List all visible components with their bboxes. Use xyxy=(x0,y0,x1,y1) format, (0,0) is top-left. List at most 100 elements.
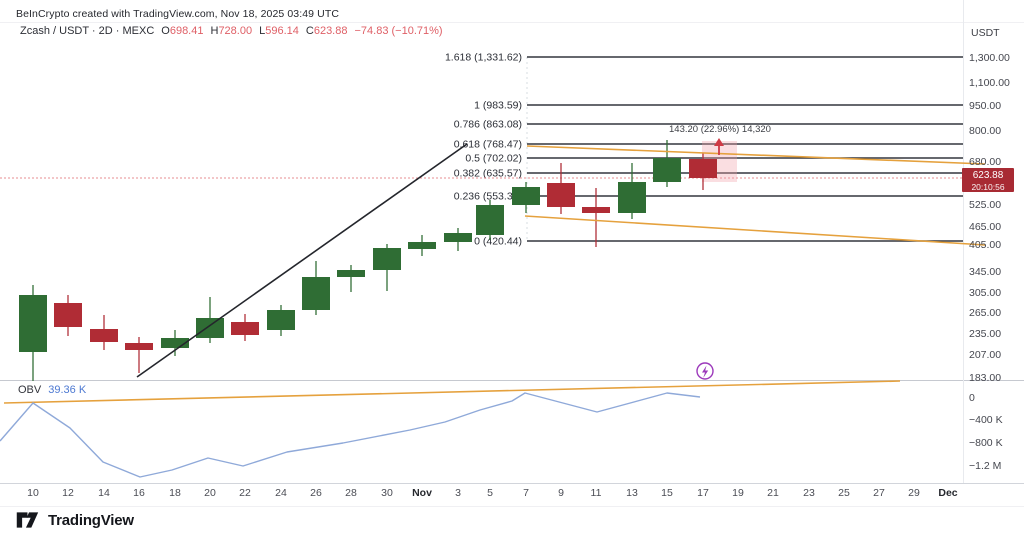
candle-body xyxy=(161,338,189,348)
time-axis-label: 18 xyxy=(169,487,181,499)
rising-support-black xyxy=(136,143,468,378)
time-axis-label: 12 xyxy=(62,487,74,499)
time-axis-label: 28 xyxy=(345,487,357,499)
symbol-title[interactable]: Zcash / USDT · 2D · MEXC xyxy=(20,25,155,37)
candle-body xyxy=(54,303,82,327)
time-axis-label: 15 xyxy=(661,487,673,499)
time-axis-label: 16 xyxy=(133,487,145,499)
candle-body xyxy=(476,205,504,235)
candle-body xyxy=(689,159,717,178)
candle-body xyxy=(267,310,295,330)
time-axis-label: 7 xyxy=(523,487,529,499)
fib-level-label: 0.5 (702.02) xyxy=(465,153,522,165)
fib-level-label: 1.618 (1,331.62) xyxy=(445,52,522,64)
price-axis-label: 525.00 xyxy=(969,199,1002,211)
footer-divider xyxy=(0,506,1024,507)
time-axis-label: 22 xyxy=(239,487,251,499)
candle-body xyxy=(337,270,365,277)
candle-body xyxy=(444,233,472,242)
candle-body xyxy=(90,329,118,342)
flash-icon-bolt xyxy=(702,365,709,378)
time-axis-label: 11 xyxy=(590,487,602,499)
time-axis-label: 20 xyxy=(204,487,216,499)
obv-indicator-row[interactable]: OBV 39.36 K xyxy=(18,384,86,396)
price-axis-label: 1,300.00 xyxy=(969,52,1010,64)
time-axis-label: 27 xyxy=(873,487,885,499)
attribution-text: BeInCrypto created with TradingView.com,… xyxy=(16,8,340,20)
candle-body xyxy=(653,158,681,182)
fib-level-label: 0 (420.44) xyxy=(474,236,522,248)
descending-resistance-orange xyxy=(526,145,986,165)
fib-level-label: 0.786 (863.08) xyxy=(454,119,522,131)
candle-body xyxy=(547,183,575,207)
price-axis-label: −1.2 M xyxy=(969,460,1002,472)
obv-indicator-name: OBV xyxy=(18,384,42,396)
price-axis-label: 265.00 xyxy=(969,307,1002,319)
price-axis-label: 405.00 xyxy=(969,239,1002,251)
price-axis-label: 305.00 xyxy=(969,287,1002,299)
price-axis-label: 235.00 xyxy=(969,328,1002,340)
time-axis-label: 14 xyxy=(98,487,110,499)
obv-indicator-value: 39.36 K xyxy=(48,384,87,396)
candle-body xyxy=(302,277,330,310)
obv-resistance-orange xyxy=(3,380,901,404)
price-axis-label: 1,100.00 xyxy=(969,77,1010,89)
price-axis-label: 950.00 xyxy=(969,100,1002,112)
time-axis-label: 5 xyxy=(487,487,493,499)
up-arrow-head xyxy=(714,138,724,146)
candle-body xyxy=(408,242,436,249)
candle-body xyxy=(618,182,646,213)
candle-body xyxy=(373,248,401,270)
time-axis-label: 3 xyxy=(455,487,461,499)
tradingview-logo[interactable]: TradingView xyxy=(16,510,134,530)
candle-body xyxy=(231,322,259,335)
price-axis-label: 183.00 xyxy=(969,372,1002,384)
tradingview-logo-icon xyxy=(16,512,39,528)
ohlc-high: H728.00 xyxy=(210,25,253,37)
time-axis-label: 30 xyxy=(381,487,393,499)
measure-annotation: 143.20 (22.96%) 14,320 xyxy=(669,124,771,135)
price-axis-label: −400 K xyxy=(969,414,1003,426)
price-axis-label: 0 xyxy=(969,392,975,404)
obv-line xyxy=(0,392,701,478)
time-axis-label: 29 xyxy=(908,487,920,499)
time-axis-label: 19 xyxy=(732,487,744,499)
price-axis-label: 465.00 xyxy=(969,221,1002,233)
tradingview-logo-text: TradingView xyxy=(48,511,134,529)
price-change: −74.83 (−10.71%) xyxy=(354,25,443,37)
fib-level-label: 0.382 (635.57) xyxy=(454,168,522,180)
symbol-ohlc-row: Zcash / USDT · 2D · MEXC O698.41 H728.00… xyxy=(20,25,443,37)
last-price-badge: 623.88 20:10:56 xyxy=(962,168,1014,192)
time-axis-label: 21 xyxy=(767,487,779,499)
time-axis-label: 25 xyxy=(838,487,850,499)
time-axis-label: 26 xyxy=(310,487,322,499)
ohlc-open: O698.41 xyxy=(161,25,204,37)
fib-level-label: 0.236 (553.36) xyxy=(454,191,522,203)
candle-body xyxy=(582,207,610,213)
time-axis-label: Nov xyxy=(412,487,432,499)
fib-level-label: 1 (983.59) xyxy=(474,100,522,112)
candle-body xyxy=(512,187,540,205)
price-axis-label: 680.00 xyxy=(969,156,1002,168)
price-axis-label: 800.00 xyxy=(969,125,1002,137)
time-axis-label: Dec xyxy=(938,487,958,499)
price-axis-unit: USDT xyxy=(971,27,1000,39)
price-axis-label: −800 K xyxy=(969,437,1003,449)
time-axis-label: 24 xyxy=(275,487,287,499)
fib-level-label: 0.618 (768.47) xyxy=(454,139,522,151)
time-axis-label: 17 xyxy=(697,487,709,499)
candle-body xyxy=(19,295,47,352)
header-divider xyxy=(0,22,1024,23)
descending-support-orange xyxy=(524,215,986,246)
ohlc-close: C623.88 xyxy=(305,25,348,37)
time-axis-label: 9 xyxy=(558,487,564,499)
time-axis-label: 13 xyxy=(626,487,638,499)
last-price-value: 623.88 xyxy=(972,170,1004,181)
bar-countdown: 20:10:56 xyxy=(971,181,1005,192)
price-axis-label: 207.00 xyxy=(969,349,1002,361)
ohlc-low: L596.14 xyxy=(259,25,299,37)
price-axis-label: 345.00 xyxy=(969,266,1002,278)
time-axis-label: 23 xyxy=(803,487,815,499)
